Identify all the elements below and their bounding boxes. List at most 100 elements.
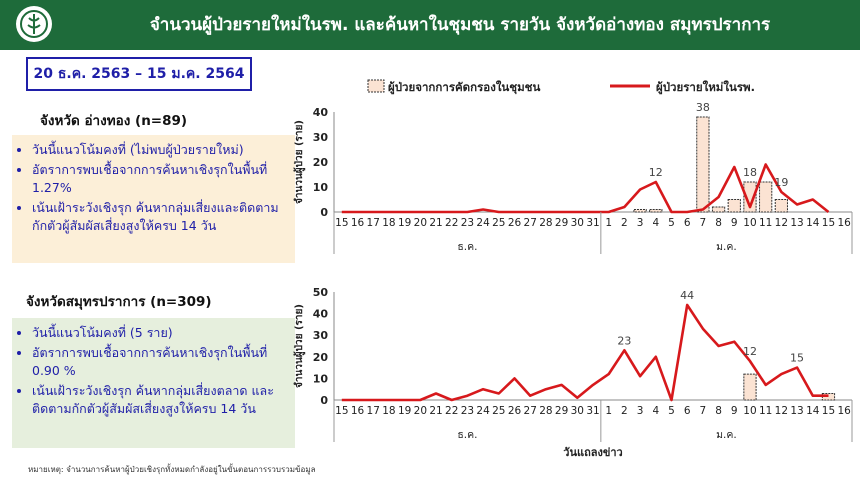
date-range-box: 20 ธ.ค. 2563 – 15 ม.ค. 2564 <box>26 57 252 91</box>
month-group-label: ธ.ค. <box>457 241 477 253</box>
community-bar <box>743 181 757 213</box>
y-tick-label: 50 <box>313 286 329 299</box>
y-tick-label: 20 <box>313 351 329 364</box>
data-label: 12 <box>743 345 757 358</box>
x-tick-label: 26 <box>508 405 522 417</box>
y-tick-label: 0 <box>320 394 328 407</box>
x-tick-label: 24 <box>476 217 490 229</box>
month-group-label: ม.ค. <box>716 429 737 441</box>
x-tick-label: 3 <box>637 405 644 417</box>
y-tick-label: 0 <box>320 206 328 219</box>
x-tick-label: 19 <box>398 405 411 417</box>
province-a-info-box: วันนี้แนวโน้มคงที่ (ไม่พบผู้ป่วยรายใหม่)… <box>12 135 295 263</box>
x-tick-label: 13 <box>790 405 803 417</box>
x-tick-label: 13 <box>790 217 803 229</box>
x-tick-label: 15 <box>335 405 348 417</box>
ministry-logo-icon <box>16 6 52 42</box>
x-tick-label: 1 <box>605 405 612 417</box>
x-tick-label: 14 <box>806 217 820 229</box>
x-tick-label: 4 <box>652 405 659 417</box>
data-label: 15 <box>790 352 804 365</box>
x-tick-label: 28 <box>539 405 552 417</box>
province-b-bullet: อัตราการพบเชื้อจากการค้นหาเชิงรุกในพื้นท… <box>32 344 287 380</box>
x-tick-label: 16 <box>837 405 851 417</box>
x-tick-label: 3 <box>637 217 644 229</box>
x-tick-label: 4 <box>652 217 659 229</box>
x-tick-label: 18 <box>382 217 395 229</box>
x-tick-label: 6 <box>684 405 691 417</box>
month-group-label: ม.ค. <box>716 241 737 253</box>
x-tick-label: 26 <box>508 217 522 229</box>
x-tick-label: 31 <box>586 217 599 229</box>
y-tick-label: 40 <box>313 106 329 119</box>
x-tick-label: 29 <box>555 405 568 417</box>
x-tick-label: 10 <box>743 405 756 417</box>
x-tick-label: 25 <box>492 405 505 417</box>
x-tick-label: 30 <box>571 405 584 417</box>
data-label: 23 <box>617 334 631 347</box>
community-bar <box>633 209 647 213</box>
x-tick-label: 17 <box>367 217 380 229</box>
x-tick-label: 21 <box>429 217 442 229</box>
x-tick-label: 23 <box>461 405 474 417</box>
y-tick-label: 40 <box>313 308 329 321</box>
x-tick-label: 31 <box>586 405 599 417</box>
x-tick-label: 15 <box>822 217 835 229</box>
footnote: หมายเหตุ: จำนวนการค้นหาผู้ป่วยเชิงรุกทั้… <box>28 465 316 474</box>
x-tick-label: 16 <box>351 217 365 229</box>
x-tick-label: 22 <box>445 405 458 417</box>
x-tick-label: 19 <box>398 217 411 229</box>
x-tick-label: 20 <box>414 217 427 229</box>
y-tick-label: 30 <box>313 329 329 342</box>
x-tick-label: 27 <box>524 217 537 229</box>
x-tick-label: 11 <box>759 405 772 417</box>
province-a-bullet: วันนี้แนวโน้มคงที่ (ไม่พบผู้ป่วยรายใหม่) <box>32 141 287 159</box>
x-tick-label: 10 <box>743 217 756 229</box>
x-tick-label: 2 <box>621 217 628 229</box>
data-label: 38 <box>696 101 710 114</box>
province-a-bullet: เน้นเฝ้าระวังเชิงรุก ค้นหากลุ่มเสี่ยงและ… <box>32 199 287 235</box>
month-group-label: ธ.ค. <box>457 429 477 441</box>
x-tick-label: 18 <box>382 405 395 417</box>
hospital-line <box>341 303 829 402</box>
community-bar <box>649 209 663 213</box>
x-tick-label: 27 <box>524 405 537 417</box>
x-tick-label: 7 <box>700 405 707 417</box>
province-b-bullet: เน้นเฝ้าระวังเชิงรุก ค้นหากลุ่มเสี่ยงตลา… <box>32 382 287 418</box>
x-tick-label: 8 <box>715 217 722 229</box>
x-tick-label: 30 <box>571 217 584 229</box>
x-tick-label: 25 <box>492 217 505 229</box>
x-tick-label: 5 <box>668 217 675 229</box>
hospital-line <box>341 163 830 214</box>
x-tick-label: 16 <box>351 405 365 417</box>
x-tick-label: 16 <box>837 217 851 229</box>
x-tick-label: 12 <box>775 217 788 229</box>
y-tick-label: 30 <box>313 131 329 144</box>
x-tick-label: 6 <box>684 217 691 229</box>
community-bar <box>774 199 788 213</box>
community-bar <box>696 116 710 213</box>
y-axis-label: จำนวนผู้ป่วย (ราย) <box>293 304 306 388</box>
province-a-bullet: อัตราการพบเชื้อจากการค้นหาเชิงรุกในพื้นท… <box>32 161 287 197</box>
legend-line-label: ผู้ป่วยรายใหม่ในรพ. <box>656 80 755 95</box>
data-label: 18 <box>743 166 757 179</box>
y-tick-label: 10 <box>313 181 329 194</box>
header-bar: จำนวนผู้ป่วยรายใหม่ในรพ. และค้นหาในชุมชน… <box>0 0 860 50</box>
x-tick-label: 21 <box>429 405 442 417</box>
y-axis-label: จำนวนผู้ป่วย (ราย) <box>293 120 306 204</box>
x-tick-label: 23 <box>461 217 474 229</box>
x-tick-label: 2 <box>621 405 628 417</box>
x-tick-label: 1 <box>605 217 612 229</box>
province-a-title: จังหวัด อ่างทอง (n=89) <box>40 113 188 129</box>
x-tick-label: 5 <box>668 405 675 417</box>
data-label: 19 <box>774 176 788 189</box>
x-tick-label: 11 <box>759 217 772 229</box>
x-tick-label: 12 <box>775 405 788 417</box>
x-tick-label: 29 <box>555 217 568 229</box>
x-tick-label: 14 <box>806 405 820 417</box>
x-tick-label: 15 <box>822 405 835 417</box>
x-tick-label: 8 <box>715 405 722 417</box>
province-b-info-box: วันนี้แนวโน้มคงที่ (5 ราย) อัตราการพบเชื… <box>12 318 295 448</box>
